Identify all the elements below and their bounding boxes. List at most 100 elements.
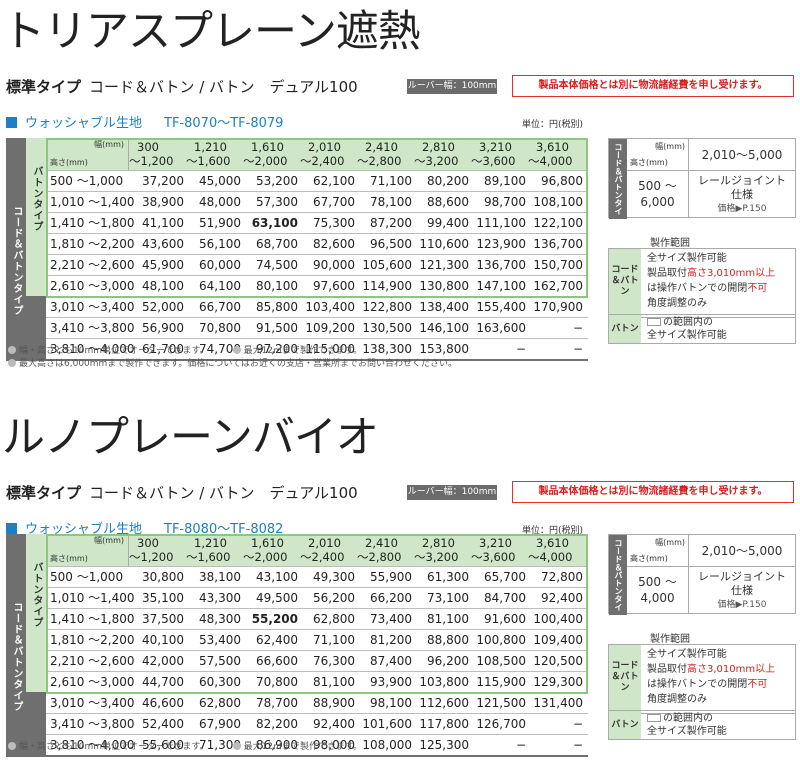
price-table: コード＆バトンタイプ バトンタイプ 幅(mm) 高さ(mm) 300 〜1,200 1… xyxy=(6,138,588,361)
height-range: 1,010 〜1,400 xyxy=(50,195,135,209)
width-column-header: 3,610 〜4,000 xyxy=(528,138,585,170)
all-sizes-available: 全サイズ製作可能 xyxy=(647,253,727,264)
price-cell: 73,100 xyxy=(427,591,469,605)
price-cell: 61,700 xyxy=(142,342,184,356)
price-cell: 70,800 xyxy=(199,321,241,335)
price-cell: 103,800 xyxy=(419,675,469,689)
price-cell: 60,000 xyxy=(199,258,241,272)
width-to: 〜3,600 xyxy=(471,550,516,564)
price-cell: 80,100 xyxy=(256,279,298,293)
price-cell: 43,100 xyxy=(256,570,298,584)
price-cell: 115,900 xyxy=(476,675,526,689)
price-cell: 155,400 xyxy=(476,300,526,314)
price-cell: 81,100 xyxy=(313,675,355,689)
mount-height-line: 製品取付高さ3,010mm以上 xyxy=(647,266,775,281)
price-cell: 122,100 xyxy=(533,216,583,230)
price-cell: 53,200 xyxy=(256,174,298,188)
price-table: コード＆バトンタイプ バトンタイプ 幅(mm) 高さ(mm) 300 〜1,200 1… xyxy=(6,534,588,757)
price-cell: 98,700 xyxy=(484,195,526,209)
price-cell: 136,700 xyxy=(533,237,583,251)
table-row: 500 〜1,000 30,800 38,100 43,100 49,300 55,900… xyxy=(46,566,588,587)
price-cell: 96,200 xyxy=(427,654,469,668)
baton-label: バトン xyxy=(609,315,641,343)
price-cell: 38,900 xyxy=(142,195,184,209)
width-column-header: 1,210 〜1,600 xyxy=(186,534,243,566)
price-cell: 131,400 xyxy=(533,696,583,710)
side-height-label: 高さ(mm) xyxy=(630,554,668,563)
price-cell: 35,100 xyxy=(142,591,184,605)
width-column-header: 2,810 〜3,200 xyxy=(414,138,471,170)
price-cell: 138,300 xyxy=(362,342,412,356)
baton-range-text: の範囲内の 全サイズ製作可能 xyxy=(647,316,727,342)
width-unit-label: 幅(mm) xyxy=(94,536,124,545)
price-cell: 60,300 xyxy=(199,675,241,689)
height-threshold: 高さ3,010mm以上 xyxy=(687,664,776,675)
width-column-header: 1,610 〜2,000 xyxy=(243,138,300,170)
side-width-label: 幅(mm) xyxy=(655,538,685,547)
width-from: 2,410 xyxy=(365,140,398,154)
side-height-label: 高さ(mm) xyxy=(630,158,668,167)
width-from: 2,810 xyxy=(422,140,455,154)
width-from: 300 xyxy=(137,536,159,550)
louver-width-badge: ルーバー幅：100mm xyxy=(407,485,497,500)
price-cell: 108,500 xyxy=(476,654,526,668)
price-cell: − xyxy=(515,738,526,752)
price-cell: 80,200 xyxy=(427,174,469,188)
price-cell: 101,600 xyxy=(362,717,412,731)
height-range: 2,210 〜2,600 xyxy=(50,654,135,668)
price-cell: 103,400 xyxy=(305,300,355,314)
width-from: 3,610 xyxy=(536,536,569,550)
price-cell: 57,300 xyxy=(256,195,298,209)
price-cell: − xyxy=(572,738,583,752)
price-cell: 82,600 xyxy=(313,237,355,251)
baton-label: バトン xyxy=(609,711,641,739)
mount-label: 製品取付 xyxy=(647,664,687,675)
width-to: 〜2,400 xyxy=(300,550,345,564)
price-cell: 71,100 xyxy=(313,633,355,647)
unit-label: 単位：円(税別) xyxy=(522,120,584,130)
logistics-notice: 製品本体価格とは別に物流諸経費を申し受けます。 xyxy=(512,75,794,97)
square-bullet-icon xyxy=(6,523,17,534)
price-cell: 48,000 xyxy=(199,195,241,209)
table-body: 500 〜1,000 37,200 45,000 53,200 62,100 71,100… xyxy=(46,170,588,359)
price-cell: 68,700 xyxy=(256,237,298,251)
price-cell: 46,600 xyxy=(142,696,184,710)
side-height-range: 500 〜 4,000 xyxy=(627,567,689,613)
price-cell: 123,900 xyxy=(476,237,526,251)
width-to: 〜2,800 xyxy=(357,154,402,168)
side-header-corner: 幅(mm) 高さ(mm) xyxy=(627,535,689,567)
product-subtitle: 標準タイプ コード＆バトン / バトン デュアル100 xyxy=(6,482,358,503)
price-cell: 62,800 xyxy=(199,696,241,710)
price-cell: 130,500 xyxy=(362,321,412,335)
price-cell: 45,900 xyxy=(142,258,184,272)
side-height-from: 500 〜 xyxy=(638,179,677,193)
table-row: 3,010 〜3,400 46,600 62,800 78,700 88,900 98,1… xyxy=(46,692,588,713)
table-row: 3,410 〜3,800 52,400 67,900 82,200 92,400 101,… xyxy=(46,713,588,734)
price-cell: 42,000 xyxy=(142,654,184,668)
price-cell: 74,500 xyxy=(256,258,298,272)
price-cell: 90,000 xyxy=(313,258,355,272)
type-variants: コード＆バトン / バトン デュアル100 xyxy=(89,78,358,96)
height-unit-label: 高さ(mm) xyxy=(50,554,88,563)
price-cell: 111,100 xyxy=(476,216,526,230)
cord-baton-label: コード＆バトン xyxy=(609,645,641,713)
height-range: 1,410 〜1,800 xyxy=(50,612,135,626)
width-column-header: 2,410 〜2,800 xyxy=(357,138,414,170)
width-from: 1,210 xyxy=(194,140,227,154)
price-cell: 72,800 xyxy=(541,570,583,584)
width-from: 2,010 xyxy=(308,536,341,550)
width-from: 1,210 xyxy=(194,536,227,550)
width-column-header: 300 〜1,200 xyxy=(129,138,186,170)
note: 最大高さは6,000mmまで製作できます。価格についてはお近くの支店・営業所まで… xyxy=(8,359,457,369)
price-cell: 81,100 xyxy=(427,612,469,626)
cord-baton-type-label: コード＆バトンタイプ xyxy=(11,205,22,316)
height-range: 2,610 〜3,000 xyxy=(50,279,135,293)
baton-operation-label: は操作バトンでの開閉 xyxy=(647,679,748,690)
price-page-ref: 価格▶P.150 xyxy=(717,204,767,214)
price-cell: 105,600 xyxy=(362,258,412,272)
price-cell: 37,200 xyxy=(142,174,184,188)
price-cell: 67,900 xyxy=(199,717,241,731)
width-from: 2,010 xyxy=(308,140,341,154)
mount-height-line: 製品取付高さ3,010mm以上 xyxy=(647,662,775,677)
not-possible-label: 不可 xyxy=(747,283,768,294)
